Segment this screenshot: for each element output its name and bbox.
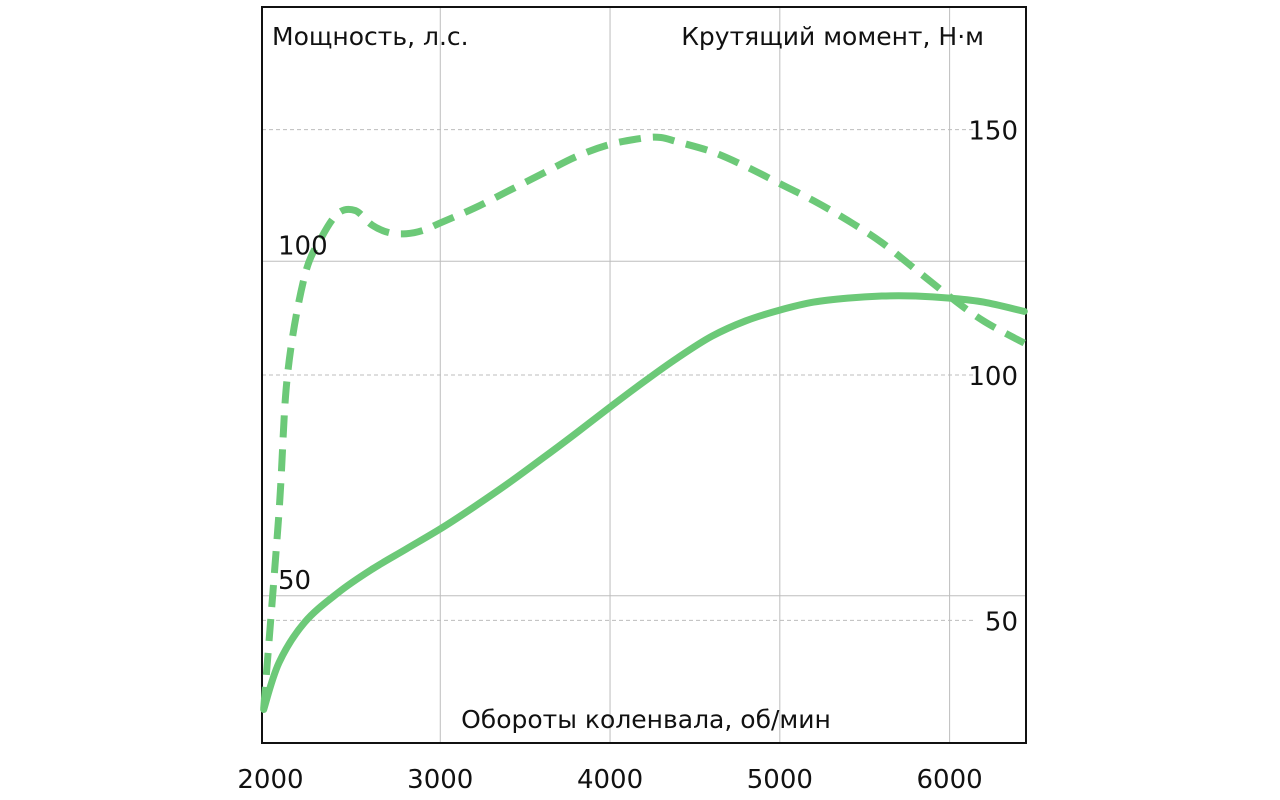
torque-series-line [260, 133, 1026, 709]
y-left-tick-label: 50 [278, 566, 311, 596]
x-tick-label: 4000 [577, 765, 643, 795]
x-tick-label: 5000 [747, 765, 813, 795]
grid [262, 7, 1026, 743]
y-right-tick-label: 100 [968, 362, 1018, 392]
ticks-layer: 2000 3000 4000 5000 6000 50 100 50 100 150 [237, 111, 1022, 795]
plot-frame [261, 6, 1027, 744]
y-right-tick-label: 150 [968, 117, 1018, 147]
y-right-axis-title: Крутящий момент, Н·м [681, 22, 984, 51]
y-right-tick-backdrop [974, 602, 1022, 633]
x-tick-label: 6000 [917, 765, 983, 795]
x-tick-label: 2000 [237, 765, 303, 795]
y-right-tick-label: 50 [985, 607, 1018, 637]
series-layer [260, 133, 1028, 713]
y-left-tick-label: 100 [278, 231, 328, 261]
labels-layer: Мощность, л.с. Крутящий момент, Н·м Обор… [272, 22, 984, 734]
x-tick-label: 3000 [407, 765, 473, 795]
x-axis-title: Обороты коленвала, об/мин [461, 705, 831, 734]
y-right-tick-backdrop [974, 111, 1022, 142]
y-right-tick-backdrop [974, 357, 1022, 387]
y-left-axis-title: Мощность, л.с. [272, 22, 469, 51]
power-series-line [260, 292, 1028, 713]
